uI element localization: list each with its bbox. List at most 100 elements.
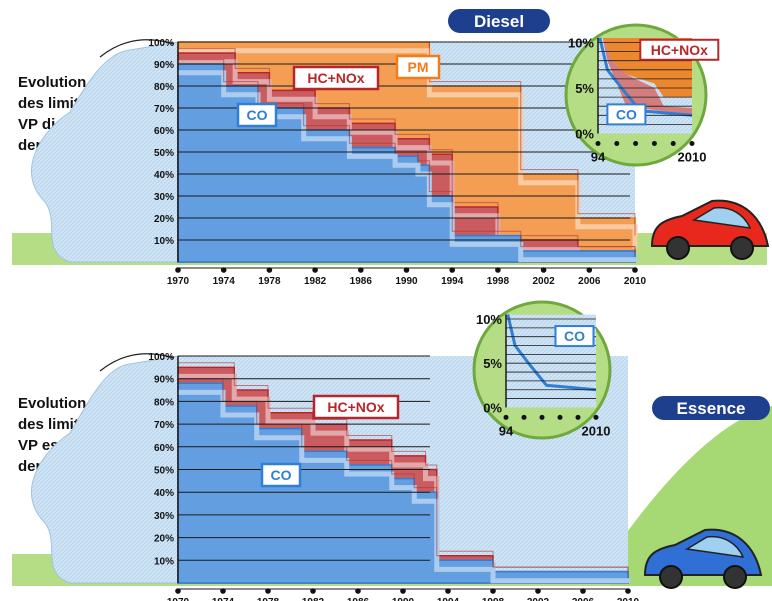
x-tick-label: 1970 xyxy=(167,276,190,287)
x-tick-dot xyxy=(220,588,226,594)
x-tick-label: 1986 xyxy=(347,597,370,601)
inset-label-co: CO xyxy=(616,106,637,122)
y-tick-label: 40% xyxy=(154,170,174,181)
x-tick-dot xyxy=(358,267,364,273)
y-tick-label: 50% xyxy=(154,148,174,159)
inset-label-box xyxy=(554,325,595,348)
car-body xyxy=(643,528,763,576)
essence-chart: 10% 20% 30% 40% 50% 60% 70% 80% 90% 100% 1970 1974 1… xyxy=(12,300,772,601)
y-tick-label: 20% xyxy=(154,214,174,225)
y-tick-label: 60% xyxy=(154,126,174,137)
y-tick-label: 10% xyxy=(154,236,174,247)
y-tick-label: 20% xyxy=(154,534,174,545)
inset-x-tick-dot xyxy=(557,414,563,420)
x-tick-label: 1990 xyxy=(395,276,418,287)
y-tick-label: 80% xyxy=(154,397,174,408)
inset-x-tick-dot xyxy=(595,141,601,146)
x-tick-label: 1990 xyxy=(392,597,415,601)
inset-x-tick-label: 2010 xyxy=(678,150,707,165)
y-tick-label: 10% xyxy=(154,556,174,567)
series-outline xyxy=(178,48,636,251)
inset-x-tick-label: 94 xyxy=(591,150,606,165)
inset-x-tick-label: 2010 xyxy=(582,423,611,438)
x-tick-dot xyxy=(175,267,181,273)
inset-x-tick-dot xyxy=(539,414,545,420)
series-label-co: CO xyxy=(247,107,268,123)
y-tick-label: 30% xyxy=(154,511,174,522)
car-wheel xyxy=(659,565,683,589)
x-tick-dot xyxy=(586,267,593,273)
x-tick-dot xyxy=(625,588,631,594)
inset-x-tick-dot xyxy=(614,141,620,146)
series-label-box xyxy=(260,462,302,488)
inset-x-tick-dot xyxy=(670,141,676,146)
series-label-box xyxy=(236,102,278,128)
y-tick-label: 30% xyxy=(154,192,174,203)
pill-badge xyxy=(652,396,770,420)
x-tick-label: 1998 xyxy=(487,276,510,287)
x-tick-dot xyxy=(220,267,227,273)
inset-y-tick-label: 10% xyxy=(476,312,502,327)
inset-x-tick-dot xyxy=(593,414,599,420)
x-tick-label: 2002 xyxy=(527,597,550,601)
inset-x-tick-dot xyxy=(689,141,695,146)
inset-x-tick-dot xyxy=(633,141,639,146)
series-label-hc-nox: HC+NOx xyxy=(327,399,384,415)
x-tick-dot xyxy=(400,588,406,594)
inset-x-tick-label: 94 xyxy=(499,423,514,438)
car-window xyxy=(684,535,745,558)
y-tick-label: 90% xyxy=(154,60,174,71)
background-cloud xyxy=(30,41,179,263)
car-window xyxy=(691,206,752,229)
x-tick-dot xyxy=(175,588,181,594)
x-tick-dot xyxy=(265,588,271,594)
x-tick-label: 1978 xyxy=(258,276,281,287)
car-wheel xyxy=(666,236,690,260)
car-body xyxy=(650,199,770,247)
x-tick-label: 1970 xyxy=(167,597,190,601)
x-tick-label: 1994 xyxy=(441,276,464,287)
pill-label: Diesel xyxy=(474,12,524,31)
pill-badge xyxy=(448,9,550,33)
y-tick-label: 40% xyxy=(154,488,174,499)
y-tick-label: 60% xyxy=(154,443,174,454)
x-tick-label: 1982 xyxy=(302,597,325,601)
x-tick-dot xyxy=(266,267,273,273)
inset-y-tick-label: 10% xyxy=(568,36,594,51)
inset-label-hc-nox: HC+NOx xyxy=(651,42,708,58)
inset-y-tick-label: 0% xyxy=(575,127,594,142)
series-label-hc-nox: HC+NOx xyxy=(307,70,364,86)
x-tick-dot xyxy=(490,588,496,594)
inset-x-tick-dot xyxy=(521,414,527,420)
x-tick-dot xyxy=(403,267,410,273)
pill-label: Essence xyxy=(677,399,746,418)
x-tick-dot xyxy=(495,267,501,273)
x-tick-dot xyxy=(312,267,318,273)
cloud-outline xyxy=(99,353,175,372)
x-tick-dot xyxy=(540,267,547,273)
side-label-line: Evolution xyxy=(18,74,87,91)
series-label-box xyxy=(395,54,441,80)
x-tick-label: 2002 xyxy=(532,276,555,287)
x-tick-label: 1978 xyxy=(257,597,280,601)
inset-area-hcnox xyxy=(602,37,692,116)
diesel-chart: 10% 20% 30% 40% 50% 60% 70% 80% 90% 100% 1970 1974 1… xyxy=(12,9,770,287)
x-tick-label: 2010 xyxy=(617,597,640,601)
side-label-line: Evolution xyxy=(18,395,87,412)
inset-x-tick-dot xyxy=(575,414,581,420)
x-tick-label: 1994 xyxy=(437,597,460,601)
inset-label-box xyxy=(639,38,720,61)
car-wheel xyxy=(730,236,754,260)
x-tick-label: 1974 xyxy=(213,276,236,287)
inset-x-tick-dot xyxy=(503,414,509,420)
y-tick-label: 100% xyxy=(148,352,174,363)
inset-y-tick-label: 0% xyxy=(483,400,502,415)
inset-label-box xyxy=(606,103,647,126)
x-tick-dot xyxy=(355,588,361,594)
y-tick-label: 90% xyxy=(154,375,174,386)
x-tick-dot xyxy=(580,588,586,594)
x-tick-dot xyxy=(632,267,638,273)
x-tick-label: 2010 xyxy=(624,276,647,287)
x-tick-label: 1982 xyxy=(304,276,327,287)
